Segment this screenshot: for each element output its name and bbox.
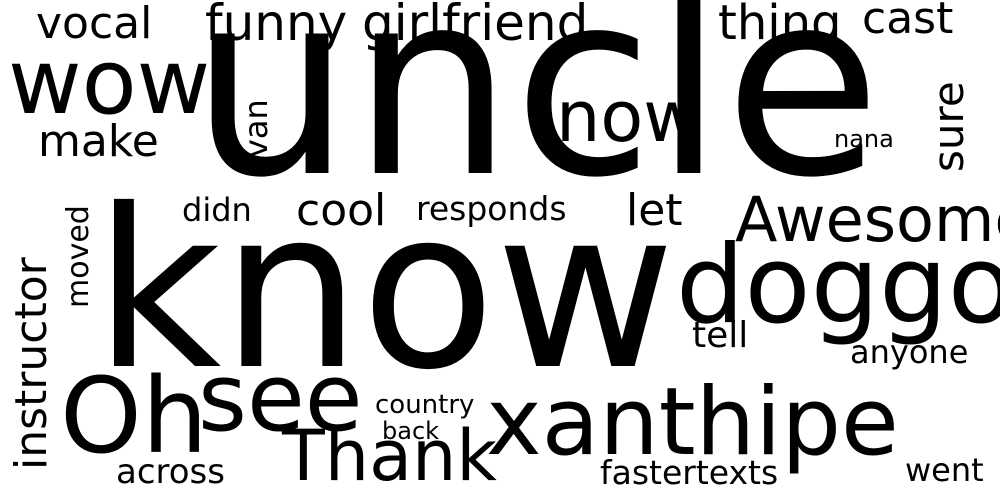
word-girlfriend: girlfriend [362,0,589,52]
word-tell: tell [692,315,749,356]
word-thing: thing [718,0,842,51]
word-went: went [905,451,984,489]
word-make: make [38,116,159,167]
word-anyone: anyone [850,333,969,371]
word-wow: wow [8,30,211,135]
word-xanthipe: xanthipe [486,368,899,477]
word-let: let [626,185,683,236]
word-didn: didn [182,191,252,229]
word-country: country [375,390,475,420]
word-moved: moved [61,205,96,308]
word-nana: nana [834,125,894,153]
word-instructor: instructor [6,257,57,470]
word-vocal: vocal [36,0,153,49]
word-see: see [198,344,363,453]
word-cool: cool [296,185,387,236]
word-thank: Thank [282,415,497,497]
word-responds: responds [416,189,567,228]
word-funny: funny [205,0,348,52]
word-awesome: Awesome [735,183,1000,256]
word-van: van [237,99,275,158]
word-doggo: doggo [676,223,1000,348]
word-fastertexts: fastertexts [600,453,779,492]
word-uncle: uncle [190,0,882,234]
word-sure: sure [924,81,973,172]
word-now: now [556,76,701,158]
word-cast: cast [862,0,954,44]
word-know: know [94,162,676,418]
word-oh: Oh [60,355,208,477]
word-across: across [116,452,225,492]
word-back: back [382,417,440,445]
